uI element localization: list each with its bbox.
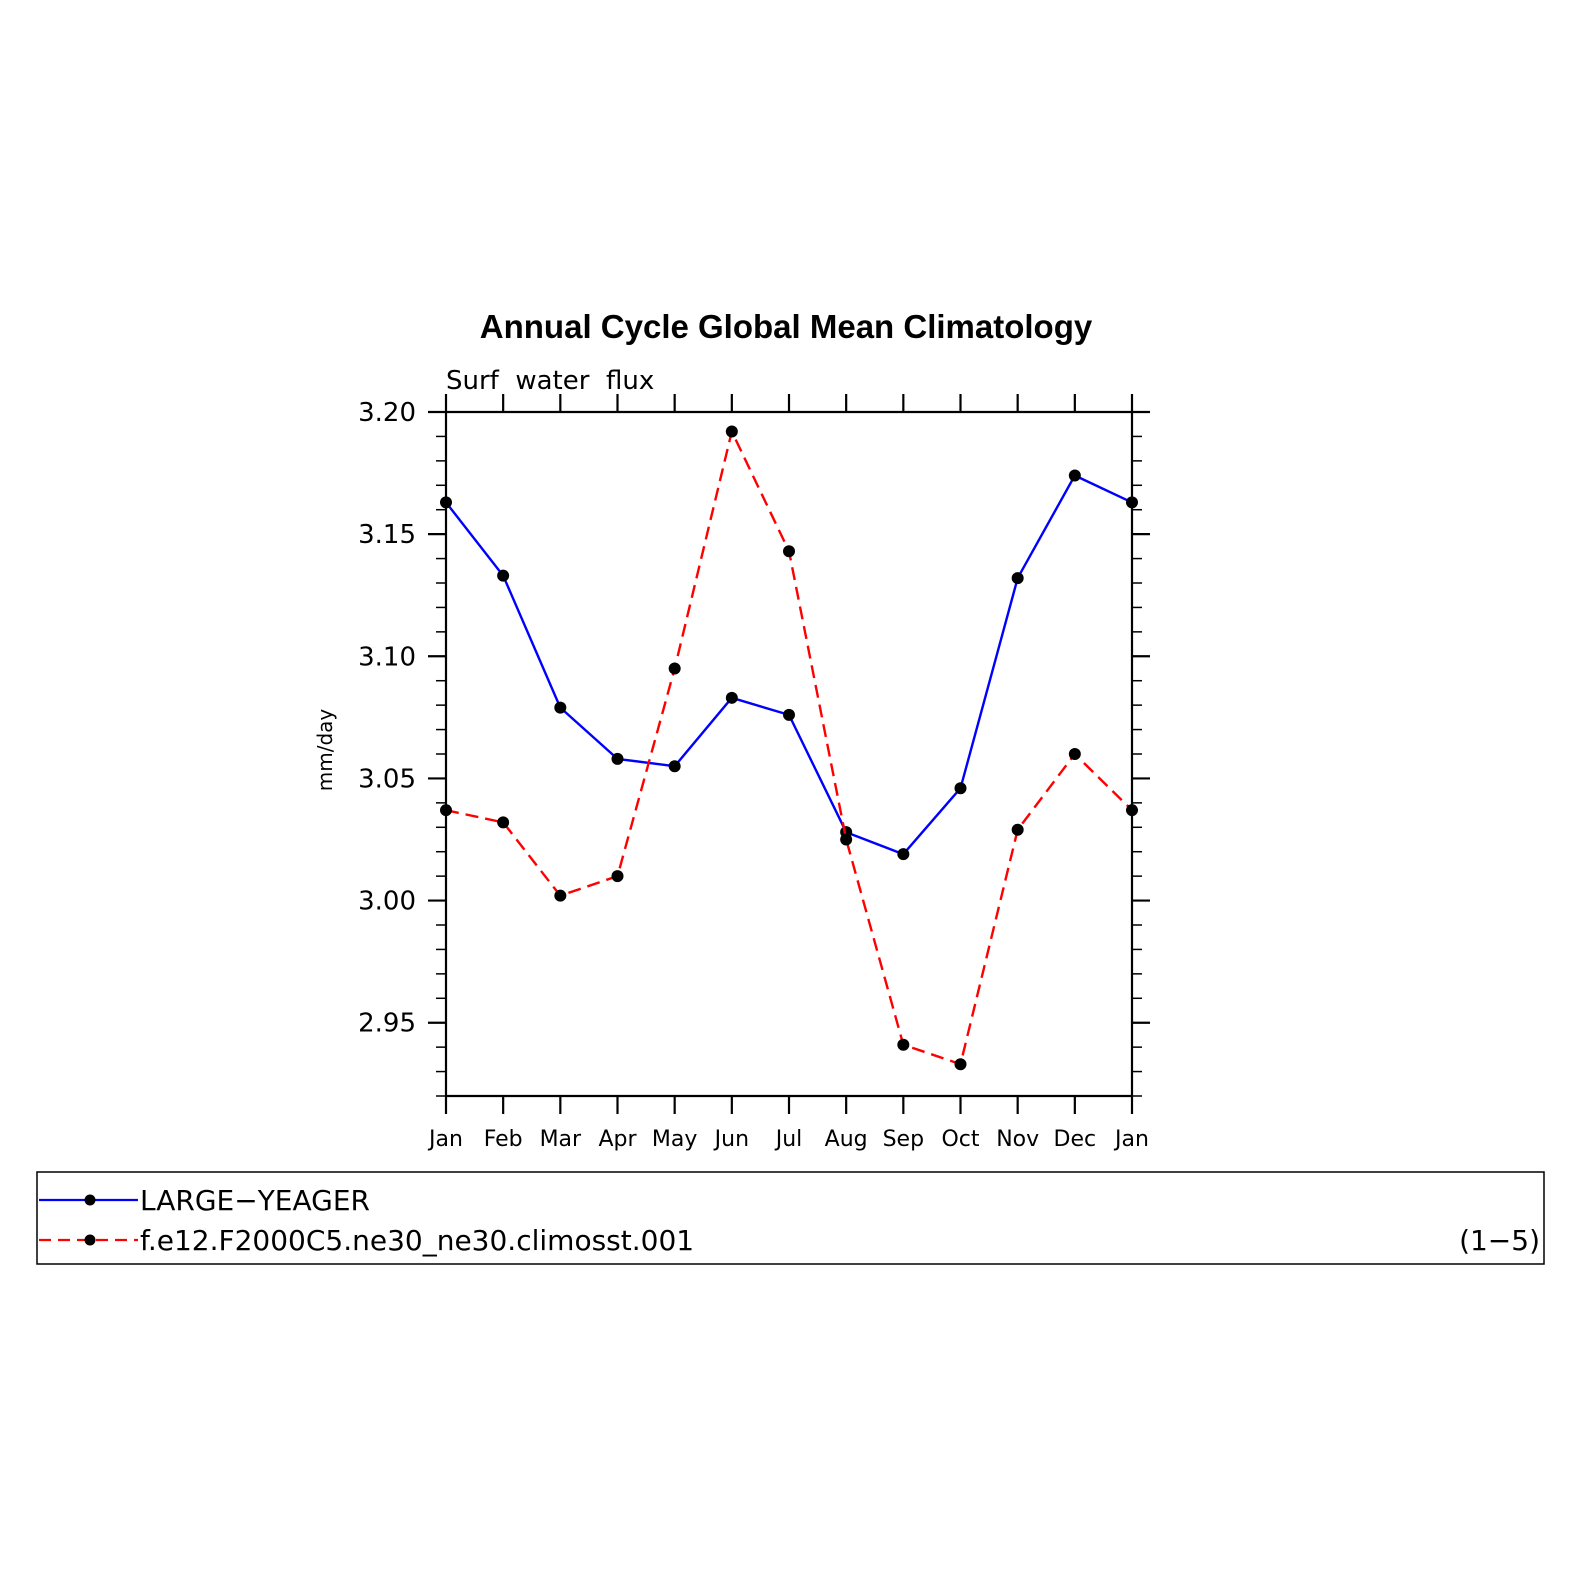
data-point-series-1: [668, 760, 681, 773]
data-point-series-1: [783, 708, 795, 721]
x-tick-label: Sep: [883, 1127, 924, 1152]
data-point-series-2: [1126, 804, 1138, 817]
chart-title: Annual Cycle Global Mean Climatology: [480, 308, 1093, 345]
legend: LARGE−YEAGER f.e12.F2000C5.ne30_ne30.cli…: [36, 1171, 1545, 1265]
plot-axes: Jan Feb Mar Apr May Jun Jul Aug Sep Oct Nov Dec Jan 3…: [358, 394, 1150, 1152]
y-axis-label: mm/day: [313, 709, 337, 792]
legend-note: (1−5): [1459, 1224, 1540, 1257]
x-tick-label: Oct: [941, 1127, 979, 1152]
legend-label-series-2: f.e12.F2000C5.ne30_ne30.climosst.001: [140, 1224, 694, 1257]
series-layer: [440, 425, 1138, 1071]
data-point-series-1: [954, 782, 967, 795]
data-point-series-2: [783, 545, 795, 558]
y-tick-label: 3.20: [358, 398, 416, 428]
x-tick-label: May: [652, 1127, 697, 1152]
series-line-2: [445, 430, 1133, 1066]
x-tick-label: Jun: [713, 1127, 749, 1152]
y-tick-label: 3.10: [358, 642, 416, 672]
y-tick-label: 2.95: [358, 1009, 416, 1039]
x-tick-label: Dec: [1054, 1127, 1097, 1152]
x-tick-label: Apr: [598, 1127, 637, 1152]
data-point-series-1: [897, 848, 910, 861]
data-point-series-2: [611, 870, 624, 883]
x-tick-label: Jul: [774, 1127, 803, 1152]
y-tick-label: 3.00: [358, 887, 416, 917]
data-point-series-2: [497, 816, 510, 829]
data-point-series-2: [725, 425, 738, 438]
data-point-series-2: [954, 1058, 967, 1071]
y-tick-label: 3.05: [358, 764, 416, 794]
data-point-series-2: [897, 1038, 910, 1051]
y-tick-label: 3.15: [358, 520, 416, 550]
data-point-series-2: [554, 889, 567, 902]
x-tick-label: Mar: [540, 1127, 582, 1152]
x-tick-label: Jan: [427, 1127, 463, 1152]
data-point-series-1: [554, 701, 567, 714]
data-point-series-2: [1068, 748, 1081, 760]
chart-subtitle: Surf water flux: [446, 366, 654, 396]
x-tick-label: Jan: [1113, 1127, 1149, 1152]
legend-box: [36, 1171, 1545, 1265]
data-point-series-1: [1126, 496, 1138, 509]
x-tick-label: Nov: [996, 1127, 1039, 1152]
data-point-series-1: [497, 569, 510, 582]
x-tick-label: Feb: [484, 1127, 523, 1152]
data-point-series-1: [725, 691, 738, 704]
legend-label-series-1: LARGE−YEAGER: [140, 1184, 370, 1217]
legend-marker-series-1: [84, 1194, 96, 1206]
data-point-series-1: [1011, 572, 1024, 585]
data-point-series-1: [611, 752, 624, 765]
data-point-series-2: [440, 804, 452, 817]
data-point-series-1: [440, 496, 452, 509]
data-point-series-2: [668, 662, 681, 675]
data-point-series-2: [840, 833, 853, 846]
legend-marker-series-2: [84, 1234, 96, 1246]
data-point-series-2: [1011, 823, 1024, 836]
data-point-series-1: [1068, 469, 1081, 482]
series-line-1: [445, 474, 1133, 856]
x-tick-label: Aug: [825, 1127, 868, 1152]
